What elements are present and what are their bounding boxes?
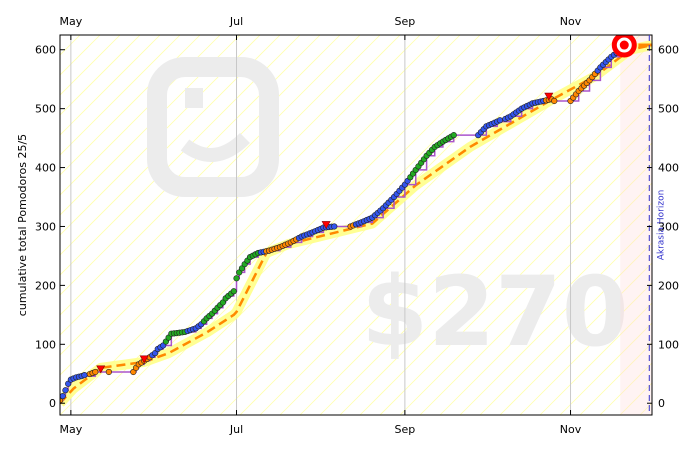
road-stripe bbox=[199, 35, 581, 415]
y-tick-label-left: 0 bbox=[49, 397, 56, 410]
data-point bbox=[450, 132, 457, 139]
road-stripe bbox=[439, 202, 652, 415]
x-tick-label-top: Sep bbox=[395, 15, 416, 28]
road-stripe bbox=[60, 35, 381, 356]
road-stripe bbox=[159, 35, 541, 415]
watermark-amount: $270 bbox=[361, 256, 628, 368]
x-tick-label-bottom: May bbox=[59, 423, 82, 436]
road-stripe bbox=[60, 35, 301, 276]
data-point bbox=[331, 223, 338, 230]
y-tick-label-left: 200 bbox=[35, 279, 56, 292]
road-stripe bbox=[579, 342, 652, 415]
road-stripe bbox=[379, 142, 652, 415]
x-tick-label-top: Nov bbox=[560, 15, 582, 28]
y-tick-label-left: 500 bbox=[35, 103, 56, 116]
derail-marker bbox=[139, 355, 149, 364]
y-tick-label-right: 300 bbox=[658, 220, 679, 233]
road-stripe bbox=[0, 0, 60, 415]
road-stripe bbox=[279, 42, 652, 415]
road-stripe bbox=[60, 35, 141, 116]
road-stripe bbox=[339, 102, 652, 415]
road-stripe bbox=[139, 35, 521, 415]
y-tick-label-right: 500 bbox=[658, 103, 679, 116]
road-stripe bbox=[60, 35, 401, 376]
data-point bbox=[230, 288, 237, 295]
data-point bbox=[496, 117, 504, 124]
road-stripe bbox=[60, 35, 61, 36]
y-tick-label-left: 300 bbox=[35, 220, 56, 233]
y-tick-label-left: 600 bbox=[35, 44, 56, 57]
y-tick-label-right: 400 bbox=[658, 162, 679, 175]
road-stripe bbox=[60, 35, 121, 96]
y-tick-label-right: 100 bbox=[658, 338, 679, 351]
future-zone bbox=[620, 35, 652, 415]
y-tick-label-left: 400 bbox=[35, 162, 56, 175]
y-tick-label-right: 600 bbox=[658, 44, 679, 57]
data-point bbox=[233, 275, 240, 282]
y-axis-label: cumulative total Pomodoros 25/5 bbox=[16, 134, 29, 316]
road-stripe bbox=[559, 322, 652, 415]
akrasia-horizon: Akrasia Horizon bbox=[648, 35, 666, 415]
road-stripe bbox=[519, 282, 652, 415]
road-stripe bbox=[239, 35, 621, 415]
road-stripe bbox=[60, 35, 181, 156]
data-point bbox=[105, 368, 112, 376]
road-stripe bbox=[359, 122, 652, 415]
road-stripe bbox=[499, 262, 652, 415]
x-tick-label-top: May bbox=[59, 15, 82, 28]
road-stripe bbox=[299, 62, 652, 415]
road-stripe bbox=[459, 222, 652, 415]
y-tick-label-right: 200 bbox=[658, 279, 679, 292]
x-tick-label-bottom: Sep bbox=[395, 423, 416, 436]
axis-ticks: 0 0 100 100 200 200 300 300 400 400 500 500 600 600 Ma… bbox=[35, 15, 679, 436]
road-stripe bbox=[680, 0, 696, 415]
data-point bbox=[81, 371, 88, 379]
road-stripe bbox=[60, 35, 421, 396]
road-stripe bbox=[60, 35, 321, 296]
derail-marker bbox=[544, 92, 554, 101]
data-point bbox=[60, 393, 66, 400]
x-tick-label-bottom: Jul bbox=[229, 423, 243, 436]
road-stripe bbox=[60, 35, 101, 76]
road-stripe bbox=[60, 35, 361, 336]
road-stripe bbox=[79, 35, 461, 415]
derail-marker bbox=[96, 365, 106, 374]
beeminder-logo-watermark bbox=[147, 57, 279, 197]
road-stripe bbox=[219, 35, 601, 415]
road-stripe bbox=[60, 35, 161, 136]
road-stripe bbox=[60, 35, 341, 316]
data-points bbox=[60, 43, 631, 404]
y-tick-label-left: 100 bbox=[35, 338, 56, 351]
road-stripe bbox=[479, 242, 652, 415]
horizon-label: Akrasia Horizon bbox=[656, 190, 666, 261]
data-point bbox=[551, 97, 558, 105]
plot-frame bbox=[59, 34, 653, 416]
road-stripe bbox=[539, 302, 652, 415]
data-point bbox=[62, 387, 69, 394]
road-stripe bbox=[399, 162, 652, 415]
yellow-brick-road-stripes bbox=[0, 0, 696, 415]
data-point bbox=[92, 368, 99, 376]
road-stripe bbox=[60, 35, 441, 415]
road-stripe bbox=[419, 182, 652, 415]
derail-marker bbox=[321, 221, 331, 230]
x-tick-label-bottom: Nov bbox=[560, 423, 582, 436]
bullseye-ring bbox=[619, 40, 629, 50]
y-tick-label-right: 0 bbox=[658, 397, 665, 410]
x-tick-label-top: Jul bbox=[229, 15, 243, 28]
road-stripe bbox=[319, 82, 652, 415]
